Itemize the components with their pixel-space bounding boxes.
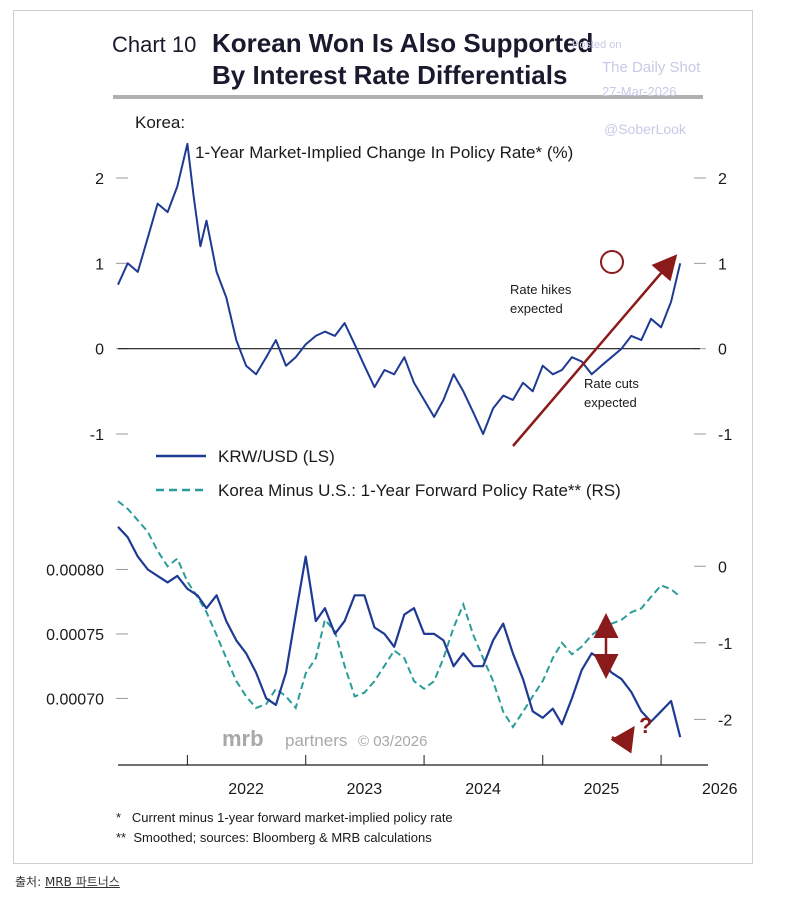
chart-frame (13, 10, 753, 864)
spread-series-line (117, 500, 681, 729)
source-caption-link[interactable]: MRB 파트너스 (44, 875, 120, 889)
top-series-line (117, 142, 682, 435)
top-panel-subtitle: 1-Year Market-Implied Change In Policy R… (195, 143, 573, 162)
top-left-tick-label: 2 (95, 171, 104, 188)
question-mark: ? (639, 713, 652, 738)
source-caption: 출처: MRB 파트너스 (15, 873, 120, 890)
x-axis-tick-label: 2023 (347, 781, 383, 798)
title-rule (113, 95, 703, 99)
x-axis-tick-label: 2026 (702, 781, 738, 798)
krw-series-line (117, 526, 682, 738)
bottom-left-tick-label: 0.00080 (46, 562, 104, 579)
annotation-rate-hikes-1: Rate hikes (510, 282, 572, 297)
chart-title-line2: By Interest Rate Differentials (212, 60, 567, 90)
chart-label: Chart 10 (112, 32, 196, 57)
bottom-right-tick-label: -2 (718, 712, 732, 729)
top-right-tick-label: 0 (718, 342, 727, 359)
bottom-panel-series (117, 500, 682, 738)
watermark-handle: @SoberLook (604, 121, 687, 137)
footnote-1: * Current minus 1-year forward market-im… (116, 810, 453, 825)
watermark-date: 27-Mar-2026 (602, 84, 676, 99)
annotation-rate-cuts-1: Rate cuts (584, 376, 639, 391)
top-panel-series (117, 142, 682, 435)
bottom-left-tick-label: 0.00070 (46, 691, 104, 708)
legend-label-krw: KRW/USD (LS) (218, 447, 335, 466)
rebound-arrow (610, 725, 635, 754)
bottom-left-tick-label: 0.00075 (46, 627, 104, 644)
top-right-tick-label: 1 (718, 256, 727, 273)
source-caption-prefix: 출처: (15, 875, 45, 889)
x-axis-tick-label: 2025 (584, 781, 620, 798)
brand-partners: partners (285, 731, 347, 750)
latest-point-circle (600, 250, 624, 274)
x-axis-tick-label: 2024 (465, 781, 501, 798)
top-left-tick-label: 1 (95, 256, 104, 273)
top-panel-title: Korea: (135, 113, 185, 132)
trend-arrow (512, 254, 678, 447)
legend-label-spread: Korea Minus U.S.: 1-Year Forward Policy … (218, 481, 621, 500)
bottom-right-tick-label: -1 (718, 636, 732, 653)
brand-date: © 03/2026 (358, 733, 427, 750)
top-panel-axes: -1 -1 0 0 1 1 2 2 (90, 171, 733, 444)
annotation-rate-cuts-2: expected (584, 395, 637, 410)
bottom-right-tick-label: 0 (718, 559, 727, 576)
x-axis-tick-label: 2022 (228, 781, 264, 798)
footnote-2: ** Smoothed; sources: Bloomberg & MRB ca… (116, 830, 432, 845)
top-left-tick-label: -1 (90, 427, 104, 444)
annotation-rate-hikes-2: expected (510, 301, 563, 316)
bottom-panel-axes: 0.00070 0.00075 0.00080 -2 -1 0 2022 2023 2024 20… (46, 559, 738, 798)
top-right-tick-label: -1 (718, 427, 732, 444)
watermark-daily-shot: The Daily Shot (602, 59, 701, 76)
top-right-tick-label: 2 (718, 171, 727, 188)
chart-title-line1: Korean Won Is Also Supported (212, 28, 593, 58)
watermark-posted: Posted on (572, 39, 622, 51)
top-left-tick-label: 0 (95, 342, 104, 359)
brand-mrb: mrb (222, 726, 264, 751)
